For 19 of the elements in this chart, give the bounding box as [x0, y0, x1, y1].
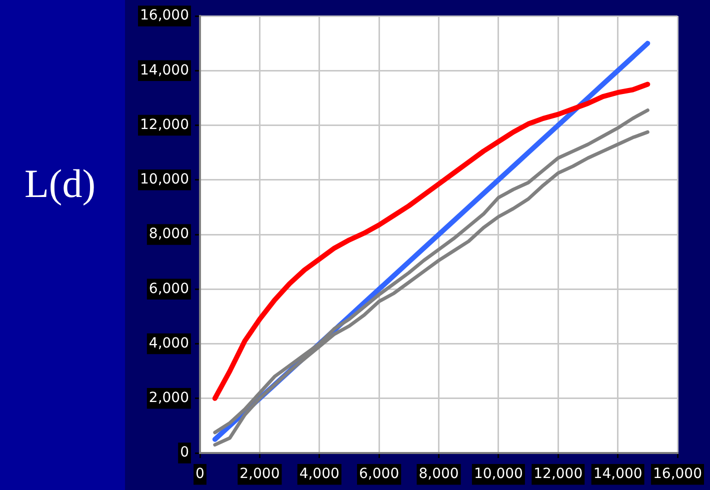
- x-tick-label: 14,000: [593, 466, 642, 482]
- y-axis-title: L(d): [23, 160, 97, 207]
- y-tick-label: 6,000: [148, 280, 189, 297]
- x-tick-label: 10,000: [474, 466, 523, 482]
- y-tick-label: 10,000: [140, 172, 189, 188]
- y-tick-label: 12,000: [140, 116, 189, 133]
- y-tick-label: 8,000: [148, 226, 189, 242]
- x-tick-label: 16,000: [653, 466, 702, 482]
- y-tick-label: 16,000: [140, 8, 189, 24]
- x-tick-label: 6,000: [359, 466, 400, 482]
- x-tick-label: 0: [196, 466, 204, 482]
- y-tick-label: 0: [180, 444, 189, 461]
- y-tick-label: 4,000: [148, 335, 189, 352]
- x-tick-label: 8,000: [418, 466, 459, 482]
- y-tick-label: 14,000: [140, 62, 189, 78]
- y-tick-label: 2,000: [148, 390, 189, 406]
- x-tick-label: 2,000: [240, 466, 280, 482]
- x-tick-label: 12,000: [534, 466, 583, 482]
- x-tick-label: 4,000: [299, 466, 340, 482]
